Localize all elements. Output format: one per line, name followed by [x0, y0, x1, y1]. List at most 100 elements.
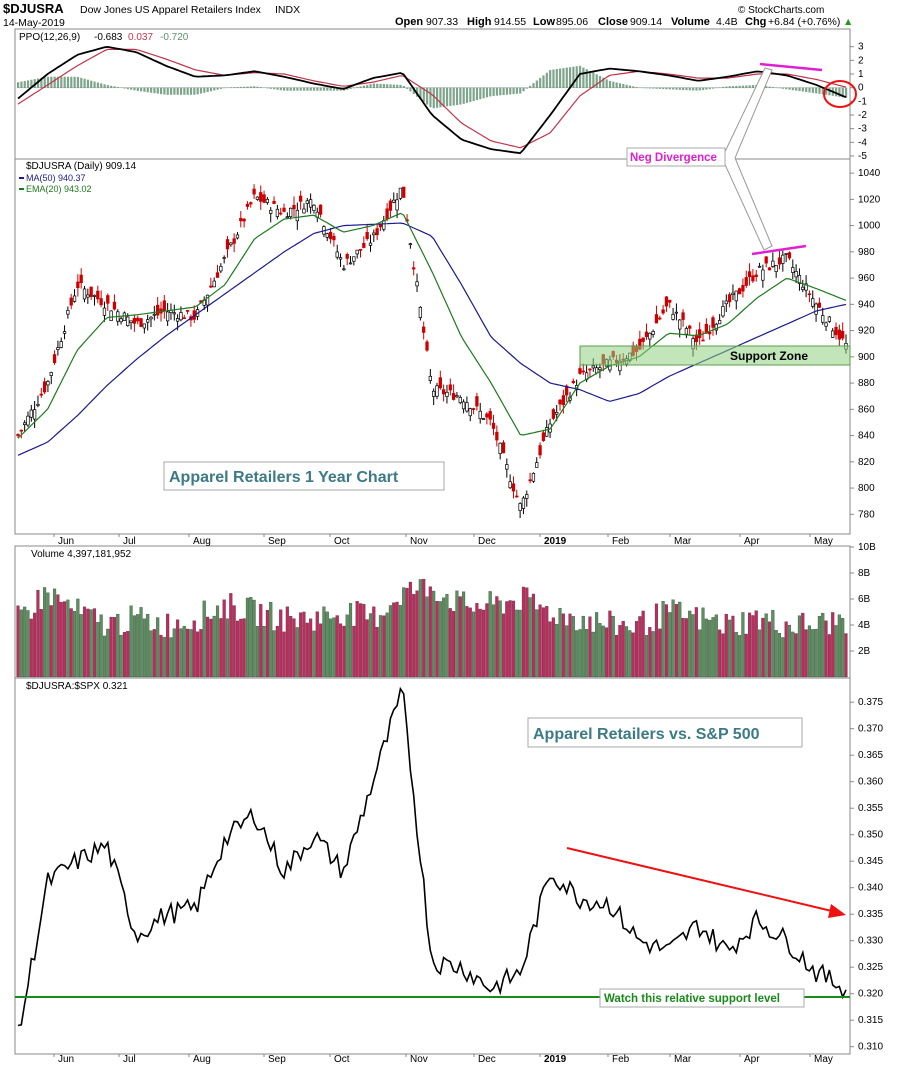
volume-bar	[541, 607, 545, 678]
price-candle-body	[684, 328, 689, 335]
price-candle-body	[435, 385, 439, 397]
volume-bar	[146, 614, 150, 678]
volume-bar	[445, 594, 449, 678]
axis-layer: Jun Jun Jul Jul Aug Aug Sep Sep Oct Oct Nov Nov Dec D…	[53, 534, 833, 1065]
volume-bar	[398, 605, 402, 678]
volume-bar	[528, 597, 532, 678]
price-candle-body	[461, 401, 466, 410]
volume-bar	[664, 604, 668, 678]
header-credit: © StockCharts.com	[738, 5, 824, 16]
support-zone-band	[579, 345, 851, 366]
price-candle-body	[578, 368, 582, 374]
price-xtick-label: Apr	[744, 536, 760, 547]
price-candle-body	[817, 302, 822, 308]
volume-bar	[708, 619, 712, 678]
price-ytick-label: 800	[858, 483, 875, 494]
volume-bar	[548, 621, 552, 678]
price-candle-body	[375, 228, 379, 236]
price-candle-body	[458, 397, 462, 404]
volume-bar	[199, 629, 203, 678]
volume-bar	[751, 615, 755, 678]
price-candle-body	[528, 479, 532, 482]
volume-bar	[249, 597, 253, 678]
volume-bar	[348, 603, 353, 678]
price-candle-body	[139, 318, 143, 327]
price-candle-body	[651, 331, 655, 335]
price-candle-body	[92, 294, 97, 297]
volume-bar	[615, 635, 619, 678]
price-candle-body	[468, 408, 472, 417]
volume-bar	[844, 633, 848, 678]
ppo-histogram-bar	[462, 87, 465, 104]
price-candle-body	[558, 399, 562, 405]
watch-label: Watch this relative support level	[604, 993, 780, 1005]
volume-bar	[658, 628, 662, 678]
ppo-histogram-bar	[409, 87, 412, 92]
price-candle-body	[23, 422, 27, 426]
volume-bar	[212, 615, 216, 678]
ppo-histogram-bar	[376, 83, 379, 88]
price-candle-body	[771, 260, 775, 267]
volume-bar	[375, 627, 379, 678]
header-volume-label: Volume	[671, 16, 710, 28]
volume-bar	[172, 628, 176, 678]
price-candle-body	[827, 316, 832, 322]
ppo-histogram-bar	[728, 86, 731, 88]
price-candle-body	[395, 199, 399, 211]
price-candle-body	[96, 290, 100, 300]
price-candle-body	[348, 262, 353, 265]
price-candle-body	[132, 317, 137, 324]
price-candle-body	[545, 427, 549, 437]
price-candle-body	[76, 281, 80, 289]
ppo-histogram-bar	[605, 79, 608, 88]
volume-bar	[285, 606, 289, 678]
volume-bar	[129, 605, 133, 678]
volume-bar	[112, 617, 116, 678]
volume-ytick-label: 4B	[858, 620, 871, 631]
price-ytick-label: 820	[858, 457, 875, 468]
ppo-histogram-bar	[615, 82, 618, 88]
ppo-histogram-bar	[103, 84, 106, 88]
ppo-histogram-bar	[76, 76, 80, 88]
ppo-histogram-bar	[705, 87, 708, 90]
volume-bar	[638, 616, 642, 678]
ppo-histogram-bar	[73, 76, 76, 88]
price-xtick-label: Aug	[193, 536, 211, 547]
price-candle-body	[541, 432, 546, 441]
price-candle-body	[79, 274, 83, 283]
volume-bar	[428, 586, 432, 678]
ppo-histogram-bar	[23, 80, 26, 88]
price-candle-body	[292, 204, 296, 210]
volume-bar	[395, 601, 399, 678]
price-candle-body	[641, 337, 645, 342]
ppo-histogram-bar	[505, 87, 509, 95]
header-chg-label: Chg	[745, 16, 766, 28]
volume-bar	[465, 606, 469, 678]
ppo-histogram-bar	[219, 87, 223, 89]
ppo-histogram-bar	[359, 86, 362, 88]
ppo-histogram-bar	[602, 77, 605, 88]
price-ytick-label: 900	[858, 352, 875, 363]
ppo-histogram-bar	[189, 87, 193, 95]
ppo-histogram-bar	[113, 86, 116, 88]
ppo-histogram-bar	[269, 87, 272, 89]
price-candle-body	[325, 233, 329, 238]
price-candle-body	[126, 316, 130, 327]
price-candle-body	[794, 271, 798, 278]
ppo-histogram-bar	[143, 87, 146, 92]
ppo-histogram-bar	[63, 76, 66, 88]
price-xtick-label: 2019	[544, 536, 567, 547]
price-candle-body	[764, 256, 768, 264]
header-low: 895.06	[556, 16, 588, 28]
volume-bar	[358, 603, 363, 678]
volume-bar	[744, 633, 748, 678]
volume-bar	[468, 607, 472, 678]
ppo-histogram-bar	[90, 80, 93, 88]
volume-bar	[432, 590, 436, 678]
volume-bar	[807, 625, 811, 678]
header-close-label: Close	[598, 16, 628, 28]
price-candle-body	[295, 209, 299, 222]
header-name: Dow Jones US Apparel Retailers Index	[80, 4, 262, 16]
price-candle-body	[282, 207, 286, 212]
